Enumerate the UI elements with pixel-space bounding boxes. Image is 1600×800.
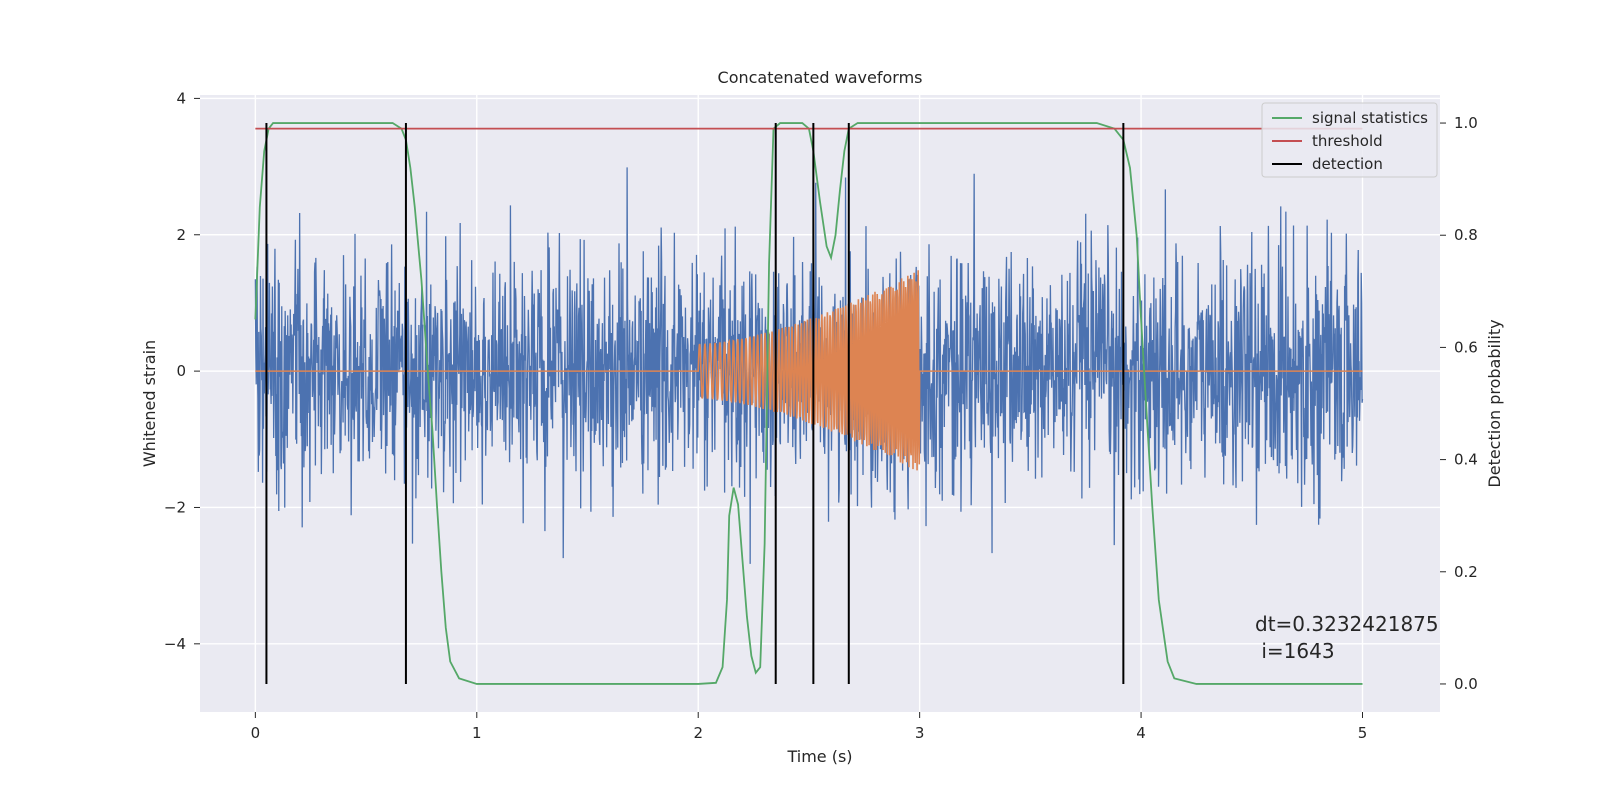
y-axis-right-label: Detection probability [1485, 319, 1504, 487]
y-left-tick-label: 2 [176, 226, 186, 244]
y-left-tick-label: 4 [176, 89, 186, 107]
y-right-tick-label: 1.0 [1454, 114, 1478, 132]
chart-title: Concatenated waveforms [718, 68, 923, 87]
x-tick-label: 0 [251, 724, 261, 742]
y-left-tick-label: −2 [164, 498, 186, 516]
x-tick-label: 4 [1136, 724, 1146, 742]
axes-layer: 0 1 2 3 4 5 4 2 0 −2 −4 1.0 0.8 0.6 0.4 0.2 0.0 [164, 89, 1478, 742]
legend: signal statistics threshold detection [1261, 102, 1438, 178]
legend-label: detection [1312, 155, 1383, 173]
legend-label: threshold [1312, 132, 1383, 150]
annotation-index: i=1643 [1255, 639, 1335, 663]
y-right-tick-label: 0.8 [1454, 226, 1478, 244]
x-tick-label: 5 [1358, 724, 1368, 742]
y-axis-left-label: Whitened strain [140, 340, 159, 467]
x-tick-label: 1 [472, 724, 482, 742]
y-right-tick-label: 0.2 [1454, 563, 1478, 581]
y-left-tick-label: −4 [164, 635, 186, 653]
y-left-tick-label: 0 [176, 362, 186, 380]
series-signal-statistics [254, 122, 1363, 685]
y-right-tick-label: 0.6 [1454, 338, 1478, 356]
x-tick-label: 3 [915, 724, 925, 742]
series-layer [254, 122, 1364, 685]
legend-label: signal statistics [1312, 109, 1428, 127]
y-right-tick-label: 0.0 [1454, 675, 1478, 693]
x-tick-label: 2 [693, 724, 703, 742]
x-axis-label: Time (s) [786, 747, 852, 766]
series-whitened-strain [254, 167, 1364, 564]
legend-box [1261, 102, 1438, 178]
y-right-tick-label: 0.4 [1454, 451, 1478, 469]
annotation-dt: dt=0.3232421875 [1255, 612, 1439, 636]
plot-content [254, 122, 1364, 685]
series-waveform [255, 270, 1363, 471]
